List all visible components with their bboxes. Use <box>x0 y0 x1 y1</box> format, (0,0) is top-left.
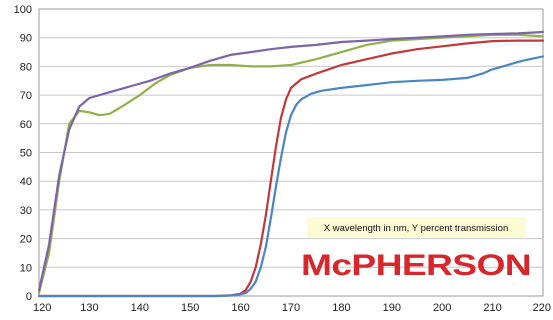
x-tick-label: 200 <box>433 302 451 314</box>
x-axis-ticks: 120 130 140 150 160 170 180 190 200 210 220 <box>33 302 551 314</box>
series-lines <box>37 30 545 298</box>
y-tick-label: 80 <box>20 61 32 73</box>
y-tick-label: 10 <box>20 262 32 274</box>
y-tick-label: 50 <box>20 148 32 160</box>
annotation-box <box>307 217 526 237</box>
x-tick-label: 220 <box>533 302 551 314</box>
x-tick-label: 150 <box>181 302 199 314</box>
x-tick-label: 190 <box>383 302 401 314</box>
x-tick-label: 160 <box>231 302 249 314</box>
y-tick-label: 60 <box>20 119 32 131</box>
x-tick-label: 140 <box>131 302 149 314</box>
series-line-1 <box>37 33 545 295</box>
x-tick-label: 170 <box>282 302 300 314</box>
mcpherson-logo: McPHERSON <box>301 249 531 282</box>
y-tick-label: 40 <box>20 176 32 188</box>
y-tick-label: 30 <box>20 205 32 217</box>
y-tick-label: 100 <box>14 4 32 16</box>
x-tick-label: 180 <box>332 302 350 314</box>
series-line-4 <box>37 55 545 298</box>
series-line-2 <box>37 30 545 292</box>
y-tick-label: 0 <box>26 291 32 303</box>
y-axis-ticks: 0 10 20 30 40 50 60 70 80 90 100 <box>14 4 32 303</box>
x-tick-label: 210 <box>483 302 501 314</box>
y-tick-label: 90 <box>20 33 32 45</box>
y-tick-label: 20 <box>20 234 32 246</box>
y-tick-label: 70 <box>20 90 32 102</box>
x-tick-label: 130 <box>80 302 98 314</box>
x-tick-label: 120 <box>33 302 51 314</box>
annotation-text: X wavelength in nm, Y percent transmissi… <box>324 223 508 234</box>
